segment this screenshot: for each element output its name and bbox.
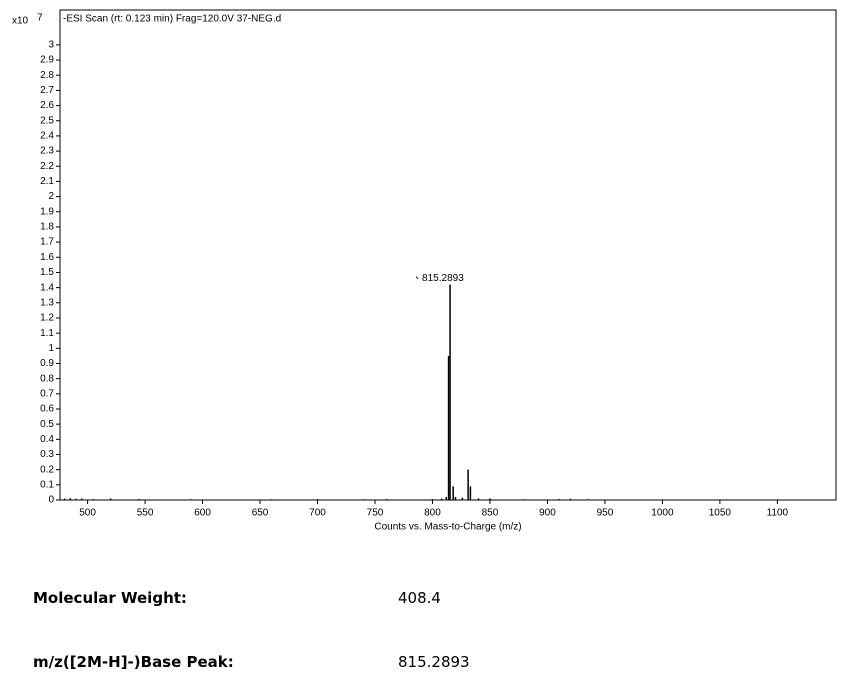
- chart: -ESI Scan (rt: 0.123 min) Frag=120.0V 37…: [12, 9, 837, 533]
- y-tick-label: 2: [48, 191, 54, 202]
- y-tick-label: 1.9: [40, 206, 54, 217]
- y-tick-label: 3: [48, 40, 54, 51]
- y-scale-exponent: 7: [37, 13, 43, 24]
- y-tick-label: 1.4: [40, 282, 54, 293]
- info-label: m/z([2M-H]-)Base Peak:: [33, 653, 234, 671]
- x-tick-label: 550: [137, 508, 154, 519]
- info-value: 408.4: [398, 589, 441, 607]
- y-tick-label: 2.8: [40, 70, 54, 81]
- x-tick-label: 800: [424, 508, 441, 519]
- y-tick-label: 1.3: [40, 297, 54, 308]
- y-tick-label: 0.7: [40, 388, 54, 399]
- y-tick-label: 2.9: [40, 55, 54, 66]
- y-tick-label: 1: [48, 343, 54, 354]
- y-scale-label: x10: [12, 16, 29, 27]
- x-tick-label: 900: [539, 508, 556, 519]
- y-tick-label: 0.9: [40, 358, 54, 369]
- x-tick-label: 500: [79, 508, 96, 519]
- info-label: Molecular Weight:: [33, 589, 187, 607]
- y-tick-label: 1.7: [40, 237, 54, 248]
- y-tick-label: 0.6: [40, 404, 54, 415]
- y-tick-label: 1.6: [40, 252, 54, 263]
- x-tick-label: 700: [309, 508, 326, 519]
- y-tick-label: 0.5: [40, 419, 54, 430]
- y-tick-label: 2.2: [40, 161, 54, 172]
- x-tick-label: 600: [194, 508, 211, 519]
- y-tick-label: 2.1: [40, 176, 54, 187]
- y-tick-label: 1.5: [40, 267, 54, 278]
- x-tick-label: 850: [482, 508, 499, 519]
- y-tick-label: 1.1: [40, 328, 54, 339]
- info-value: 815.2893: [398, 653, 470, 671]
- x-tick-label: 750: [367, 508, 384, 519]
- chart-title: -ESI Scan (rt: 0.123 min) Frag=120.0V 37…: [63, 14, 281, 25]
- y-tick-label: 2.6: [40, 100, 54, 111]
- y-tick-label: 2.7: [40, 85, 54, 96]
- x-tick-label: 650: [252, 508, 269, 519]
- y-tick-label: 0.1: [40, 479, 54, 490]
- y-tick-label: 2.5: [40, 115, 54, 126]
- x-axis-label: Counts vs. Mass-to-Charge (m/z): [374, 522, 521, 533]
- y-tick-label: 1.8: [40, 222, 54, 233]
- x-tick-label: 1000: [651, 508, 674, 519]
- x-tick-label: 1050: [709, 508, 732, 519]
- peak-annotation: 815.2893: [422, 273, 464, 284]
- y-tick-label: 2.3: [40, 146, 54, 157]
- y-tick-label: 0.2: [40, 464, 54, 475]
- y-tick-label: 0: [48, 495, 54, 506]
- annotation-marker: [415, 276, 419, 279]
- x-tick-label: 950: [597, 508, 614, 519]
- x-tick-label: 1100: [767, 508, 789, 519]
- y-tick-label: 1.2: [40, 313, 54, 324]
- y-tick-label: 0.4: [40, 434, 54, 445]
- y-tick-label: 2.4: [40, 131, 54, 142]
- y-tick-label: 0.8: [40, 373, 54, 384]
- y-tick-label: 0.3: [40, 449, 54, 460]
